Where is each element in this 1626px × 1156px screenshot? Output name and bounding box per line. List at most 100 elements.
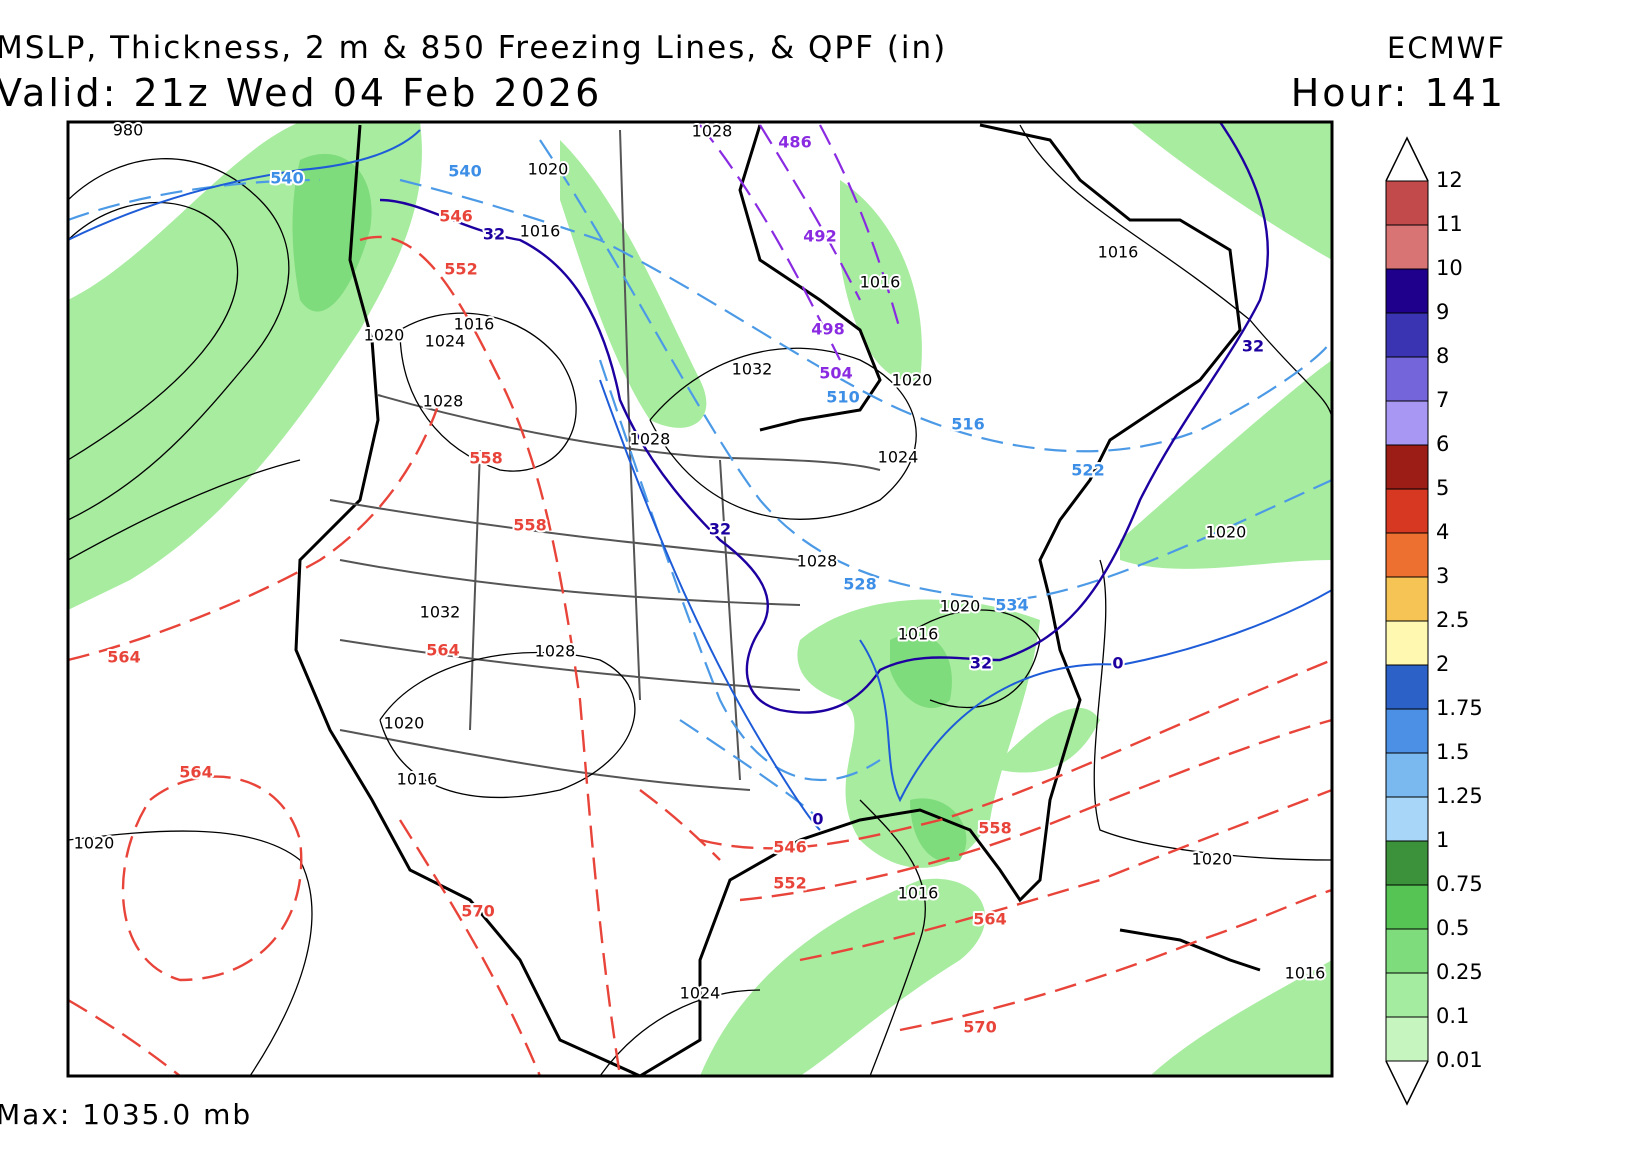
contour-label: 0 [812, 810, 823, 829]
colorbar-box [1385, 400, 1429, 446]
colorbar-box [1385, 752, 1429, 798]
map [68, 122, 1332, 1076]
contour-label: 1028 [535, 642, 576, 661]
contour-label: 32 [709, 520, 731, 539]
contour-label: 1016 [454, 315, 495, 334]
colorbar-label: 4 [1436, 520, 1449, 544]
colorbar-box [1385, 972, 1429, 1018]
colorbar-box [1385, 180, 1429, 226]
forecast-hour: Hour: 141 [1291, 71, 1506, 115]
coastline [294, 123, 1261, 1076]
contour-label: 0 [1112, 654, 1123, 673]
contour-label: 552 [444, 260, 477, 279]
colorbar-label: 6 [1436, 432, 1449, 456]
very-cold-thickness-lines [699, 124, 902, 361]
contour-label: 540 [270, 169, 303, 188]
colorbar: 0.01 0.1 0.25 0.5 0.75 1 1.25 1.5 1.75 2 2.5 3 4 5 6 7 8… [1385, 136, 1483, 1106]
contour-label: 32 [1242, 337, 1264, 356]
colorbar-box [1385, 708, 1429, 754]
contour-label: 486 [778, 133, 811, 152]
colorbar-box [1385, 444, 1429, 490]
colorbar-label: 0.5 [1436, 916, 1469, 940]
colorbar-box [1385, 356, 1429, 402]
contour-label: 570 [461, 902, 494, 921]
contour-label: 492 [803, 227, 836, 246]
contour-label: 516 [951, 415, 984, 434]
contour-label: 1028 [797, 552, 838, 571]
contour-label: 1016 [520, 222, 561, 241]
colorbar-box [1385, 312, 1429, 358]
contour-label: 570 [963, 1018, 996, 1037]
contour-label: 1028 [692, 122, 733, 141]
contour-label: 32 [483, 225, 505, 244]
colorbar-label: 8 [1436, 344, 1449, 368]
map-title: MSLP, Thickness, 2 m & 850 Freezing Line… [0, 30, 947, 66]
contour-label: 1020 [892, 371, 933, 390]
contour-label: 504 [819, 364, 852, 383]
cold-thickness-lines [68, 139, 1332, 821]
contour-label: 1028 [630, 430, 671, 449]
colorbar-box [1385, 532, 1429, 578]
contour-label: 1032 [732, 360, 773, 379]
colorbar-box [1385, 488, 1429, 534]
colorbar-high-arrow [1385, 136, 1429, 182]
colorbar-label: 3 [1436, 564, 1449, 588]
contour-label: 32 [970, 654, 992, 673]
colorbar-label: 0.01 [1436, 1048, 1483, 1072]
colorbar-label: 0.1 [1436, 1004, 1469, 1028]
colorbar-box [1385, 268, 1429, 314]
colorbar-box [1385, 928, 1429, 974]
contour-label: 1020 [74, 834, 115, 853]
contour-label: 1016 [1098, 243, 1139, 262]
contour-label: 1024 [878, 448, 919, 467]
contour-label: 1016 [898, 884, 939, 903]
colorbar-label: 10 [1436, 256, 1463, 280]
contour-label: 540 [448, 162, 481, 181]
contour-label: 510 [826, 388, 859, 407]
contour-labels: 9801020101610281016103210201028102410161… [72, 119, 1328, 1039]
colorbar-box [1385, 664, 1429, 710]
contour-label: 1020 [364, 326, 405, 345]
contour-label: 552 [773, 874, 806, 893]
contour-label: 1024 [425, 332, 466, 351]
colorbar-label: 1.25 [1436, 784, 1483, 808]
colorbar-box [1385, 620, 1429, 666]
colorbar-label: 2.5 [1436, 608, 1469, 632]
contour-label: 1020 [384, 714, 425, 733]
colorbar-label: 1 [1436, 828, 1449, 852]
colorbar-box [1385, 884, 1429, 930]
contour-label: 522 [1071, 461, 1104, 480]
colorbar-label: 0.75 [1436, 872, 1483, 896]
contour-label: 1020 [1206, 523, 1247, 542]
colorbar-label: 11 [1436, 212, 1463, 236]
contour-label: 1016 [397, 770, 438, 789]
contour-label: 1016 [1285, 964, 1326, 983]
valid-time: Valid: 21z Wed 04 Feb 2026 [0, 71, 602, 115]
freezing-lines [379, 122, 1270, 714]
contour-label: 1016 [860, 273, 901, 292]
colorbar-box [1385, 1016, 1429, 1062]
contour-label: 546 [773, 838, 806, 857]
contour-label: 1020 [1192, 850, 1233, 869]
isobars [68, 124, 1332, 1076]
colorbar-box [1385, 224, 1429, 270]
colorbar-label: 2 [1436, 652, 1449, 676]
contour-label: 1020 [528, 160, 569, 179]
colorbar-label: 5 [1436, 476, 1449, 500]
contour-label: 1024 [680, 984, 721, 1003]
contour-label: 558 [469, 449, 502, 468]
contour-label: 564 [179, 763, 212, 782]
contour-label: 528 [843, 575, 876, 594]
colorbar-label: 9 [1436, 300, 1449, 324]
contour-label: 546 [439, 207, 472, 226]
contour-label: 558 [513, 516, 546, 535]
max-pressure: Max: 1035.0 mb [0, 1098, 252, 1131]
contour-label: 980 [113, 121, 144, 140]
colorbar-label: 0.25 [1436, 960, 1483, 984]
contour-label: 1016 [898, 625, 939, 644]
colorbar-box [1385, 840, 1429, 886]
colorbar-box [1385, 576, 1429, 622]
contour-label: 498 [811, 320, 844, 339]
map-frame [66, 120, 1334, 1078]
